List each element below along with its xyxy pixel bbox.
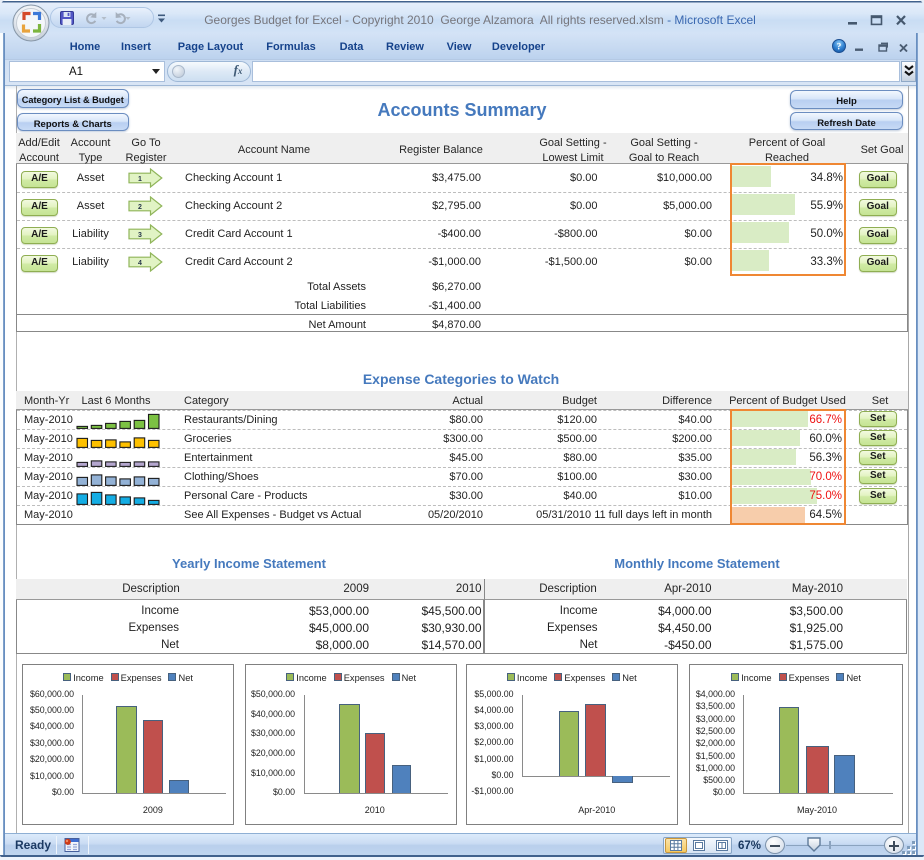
svg-text:2: 2 bbox=[138, 204, 142, 211]
svg-text:3: 3 bbox=[138, 232, 142, 239]
svg-text:4: 4 bbox=[138, 260, 142, 267]
svg-text:?: ? bbox=[837, 42, 842, 52]
svg-text:1: 1 bbox=[138, 176, 142, 183]
